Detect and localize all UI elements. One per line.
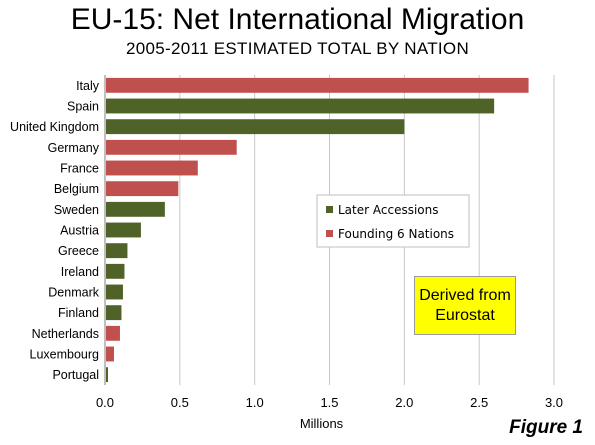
bar-germany xyxy=(106,139,237,155)
x-tick-label: 0.5 xyxy=(171,395,189,410)
bar-italy xyxy=(106,77,529,93)
category-label: Greece xyxy=(58,244,99,258)
category-label: Denmark xyxy=(48,286,99,300)
bar-denmark xyxy=(106,284,123,300)
bar-luxembourg xyxy=(106,346,114,362)
category-label: Sweden xyxy=(54,203,99,217)
bar-netherlands xyxy=(106,325,120,341)
bar-spain xyxy=(106,98,495,114)
bar-belgium xyxy=(106,181,179,197)
chart-subtitle: 2005-2011 ESTIMATED TOTAL BY NATION xyxy=(125,39,470,58)
bars xyxy=(106,77,529,383)
category-label: Ireland xyxy=(61,265,99,279)
bar-portugal xyxy=(106,367,108,383)
bar-united-kingdom xyxy=(106,119,405,135)
x-tick-label: 1.5 xyxy=(320,395,338,410)
legend-label-founding-6-nations: Founding 6 Nations xyxy=(338,227,454,241)
category-label: Germany xyxy=(48,141,100,155)
figure-label: Figure 1 xyxy=(509,417,583,438)
source-note-line-2: Eurostat xyxy=(435,306,495,324)
bar-france xyxy=(106,160,198,176)
category-label: Italy xyxy=(76,79,100,93)
category-label: Netherlands xyxy=(32,327,99,341)
bar-sweden xyxy=(106,201,165,217)
category-label: Finland xyxy=(58,306,99,320)
legend: Later Accessions Founding 6 Nations xyxy=(316,194,470,248)
category-label: Luxembourg xyxy=(30,348,100,362)
source-note: Derived from Eurostat xyxy=(414,276,516,335)
legend-box xyxy=(316,194,470,248)
source-note-line-1: Derived from xyxy=(419,286,511,304)
category-label: United Kingdom xyxy=(10,120,99,134)
category-label: Austria xyxy=(60,224,99,238)
bar-ireland xyxy=(106,263,125,279)
bar-greece xyxy=(106,243,128,259)
category-labels: Italy Spain United Kingdom Germany France Bel… xyxy=(10,79,100,382)
bar-finland xyxy=(106,305,122,321)
x-tick-label: 1.0 xyxy=(246,395,264,410)
x-tick-label: 2.5 xyxy=(470,395,488,410)
category-label: France xyxy=(60,162,99,176)
x-axis-title: Millions xyxy=(300,416,344,431)
bar-austria xyxy=(106,222,141,238)
category-label: Portugal xyxy=(52,368,99,382)
x-tick-label: 2.0 xyxy=(395,395,413,410)
legend-label-later-accessions: Later Accessions xyxy=(338,203,439,217)
x-tick-label: 3.0 xyxy=(545,395,563,410)
chart-title: EU-15: Net International Migration xyxy=(70,3,525,36)
legend-swatch-later-accessions xyxy=(326,206,333,213)
category-label: Spain xyxy=(67,100,99,114)
category-label: Belgium xyxy=(54,182,99,196)
legend-swatch-founding-6-nations xyxy=(326,230,333,237)
x-tick-labels: 0.0 0.5 1.0 1.5 2.0 2.5 3.0 xyxy=(96,395,563,410)
gridlines xyxy=(104,75,555,385)
x-tick-label: 0.0 xyxy=(96,395,114,410)
